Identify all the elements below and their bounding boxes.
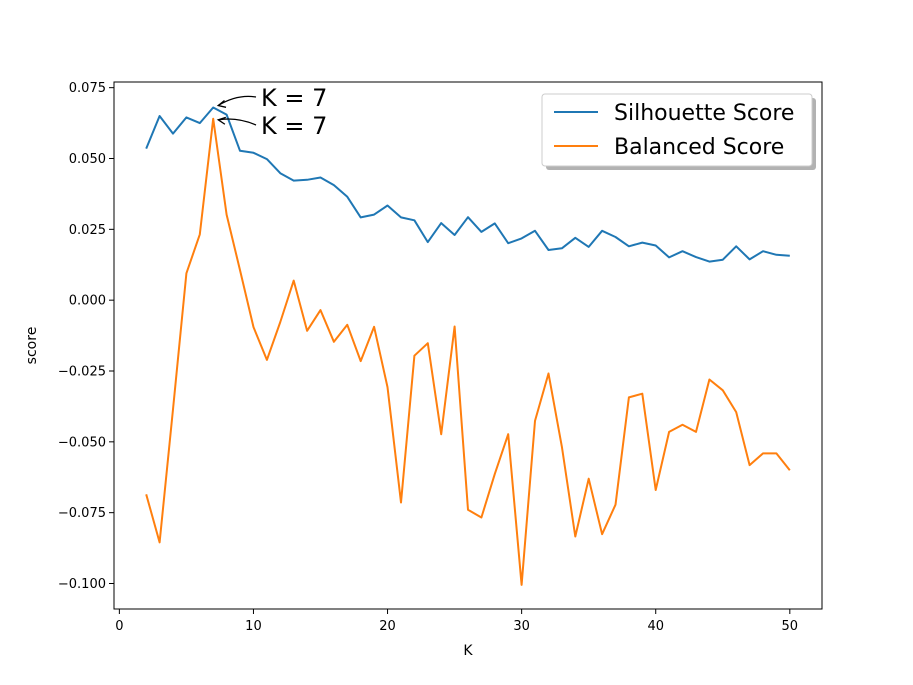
y-axis-label: score [24,327,40,365]
y-tick-label: 0.050 [69,152,106,167]
x-tick-label: 20 [379,619,396,634]
y-tick-label: −0.075 [58,506,106,521]
x-tick-label: 0 [115,619,123,634]
x-tick-label: 10 [245,619,262,634]
x-tick-label: 50 [782,619,799,634]
annotation-label: K = 7 [261,84,327,112]
y-axis: 0.075 0.050 0.025 0.000 −0.025 −0.050 −0.075 −0… [58,81,114,592]
arrow-head [216,116,227,125]
y-tick-label: 0.025 [69,223,106,238]
legend-label: Balanced Score [614,135,784,160]
annotation-layer: K = 7K = 7 [216,84,327,140]
series-layer [145,106,791,586]
legend-box [541,93,813,167]
y-tick-label: −0.100 [58,577,106,592]
annotation-label: K = 7 [261,112,327,140]
y-tick-label: −0.025 [58,365,106,380]
x-axis-label: K [463,643,473,659]
y-tick-label: 0.075 [69,81,106,96]
plot-background [114,82,822,609]
legend: Silhouette Score Balanced Score [541,93,816,170]
x-tick-label: 40 [647,619,664,634]
series-line-silhouette [145,106,790,263]
legend-label: Silhouette Score [614,101,794,126]
series-line-balanced [145,117,791,586]
arrow-head [216,100,227,108]
x-axis: 0 10 20 30 40 50 [115,609,798,634]
annotation-2: K = 7 [216,112,327,140]
x-tick-label: 30 [513,619,530,634]
plot-frame [113,81,823,610]
annotation-1: K = 7 [216,84,327,112]
y-tick-label: −0.050 [58,435,106,450]
y-tick-label: 0.000 [69,294,106,309]
